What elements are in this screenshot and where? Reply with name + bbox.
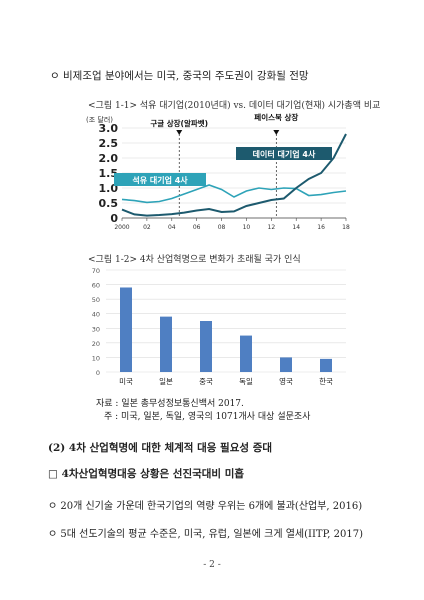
category-label: 일본 [159,377,173,386]
oil-series-label: 석유 대기업 4사 [132,175,188,185]
data-companies-line [121,133,347,217]
data-series-label: 데이터 대기업 4사 [253,149,316,159]
y-tick-label: 10 [92,354,100,362]
category-label: 독일 [239,377,253,386]
figure2-source: 자료 : 일본 총무성정보통신백서 2017. [96,399,244,409]
bullet-2: ㅇ 5대 선도기술의 평균 수준은, 미국, 유럽, 일본에 크게 열세(IIT… [48,529,363,540]
y-tick-label: 0.5 [99,197,119,210]
bar [320,358,332,372]
category-label: 영국 [279,376,293,386]
figure2-caption: <그림 1-2> 4차 산업혁명으로 변화가 초래될 국가 인식 [88,255,301,265]
x-tick-label: 12 [268,224,276,231]
x-tick-label: 06 [193,224,201,231]
y-tick-label: 1.0 [99,182,119,195]
oil-series-label-box [114,173,206,186]
data-series-label-box [236,147,332,160]
x-tick-label: 10 [243,224,251,231]
category-label: 한국 [319,377,333,386]
y-tick-label: 2.0 [99,152,119,165]
x-tick-label: 04 [168,224,176,231]
country-bar-chart: 70 60 50 40 30 20 10 0 미국 일본 중국 독일 영국 한국 [92,267,346,386]
y-tick-label: 0 [110,212,118,225]
annotation-label: 구글 상장(알파벳) [150,118,208,128]
annotation-marker [273,130,280,135]
figure2-note: 주 : 미국, 일본, 독일, 영국의 1071개사 대상 설문조사 [104,412,311,422]
bar [200,321,212,372]
y-axis-label: (조 달러) [86,115,113,124]
oil-companies-line [121,184,347,204]
y-tick-label: 40 [92,311,100,319]
figure1-caption: <그림 1-1> 석유 대기업(2010년대) vs. 데이터 대기업(현재) … [88,101,381,111]
bar [280,357,292,372]
intro-bullet: ㅇ 비제조업 분야에서는 미국, 중국의 주도권이 강화될 전망 [50,70,309,82]
y-tick-label: 50 [92,296,100,304]
x-tick-label: 14 [292,224,300,231]
bullet-1: ㅇ 20개 신기술 가운데 한국기업의 역량 우위는 6개에 불과(산업부, 2… [48,501,363,512]
bar [160,316,172,372]
market-cap-line-chart: (조 달러) 3.0 2.5 2.0 1.5 1.0 0.5 0 2000 02 04 06 08 1… [86,112,350,231]
y-tick-label: 30 [92,325,100,333]
category-label: 중국 [199,377,213,386]
x-tick-label: 18 [342,224,350,231]
y-tick-label: 0 [96,369,100,377]
x-tick-label: 02 [143,224,151,231]
annotation-label: 페이스북 상장 [254,112,298,122]
y-tick-label: 3.0 [99,122,119,135]
y-tick-label: 2.5 [99,137,119,150]
y-tick-label: 20 [92,340,100,348]
subheading: □ 4차산업혁명대응 상황은 선진국대비 미흡 [48,468,245,480]
y-tick-label: 70 [92,267,100,275]
page-number: - 2 - [203,560,221,570]
section-heading: (2) 4차 산업혁명에 대한 체계적 대응 필요성 증대 [48,442,273,454]
category-label: 미국 [119,377,133,386]
x-tick-label: 08 [218,224,226,231]
y-tick-label: 60 [92,282,100,290]
x-tick-label: 16 [317,224,325,231]
annotation-marker [176,130,183,135]
y-tick-label: 1.5 [99,167,119,180]
x-tick-label: 2000 [114,224,129,231]
bar [120,287,132,372]
bar [240,335,252,372]
